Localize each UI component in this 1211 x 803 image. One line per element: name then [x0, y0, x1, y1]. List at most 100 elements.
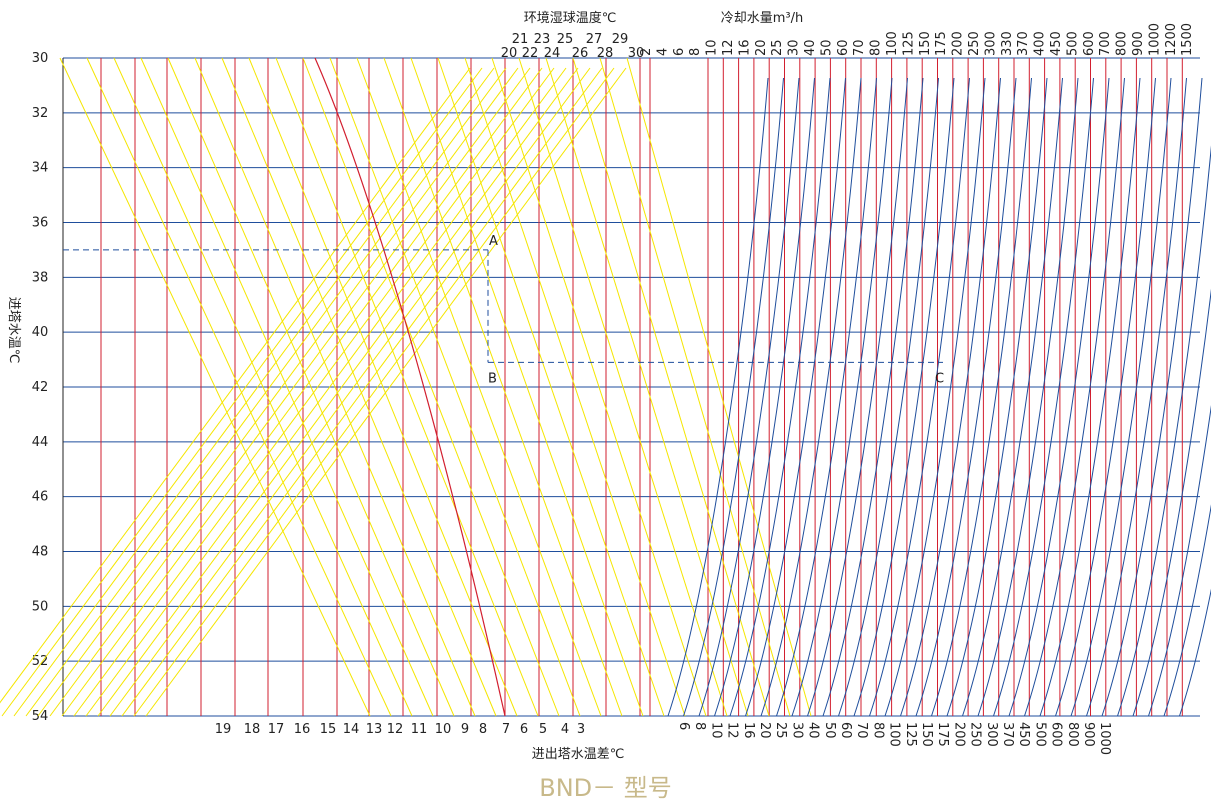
flow-curve: [808, 78, 908, 716]
flow-curve: [668, 78, 768, 716]
flow-curve: [1180, 78, 1211, 716]
flow-curve: [839, 78, 939, 716]
temp-diff-tick: 6: [520, 722, 528, 737]
flow-top-tick: 500: [1065, 31, 1080, 56]
flow-curve: [684, 78, 784, 716]
temp-diff-tick: 11: [411, 722, 428, 737]
flow-top-tick: 20: [754, 39, 769, 56]
point-label-b: B: [488, 371, 497, 386]
flow-top-tick: 40: [803, 39, 818, 56]
wet-bulb-tick: 27: [586, 32, 603, 47]
flow-top-tick: 900: [1131, 31, 1146, 56]
flow-curve: [932, 78, 1032, 716]
wet-bulb-line: [146, 68, 626, 716]
y-tick-label: 36: [32, 216, 49, 231]
flow-curve: [1164, 78, 1211, 716]
flow-bottom-tick: 300: [984, 722, 999, 747]
wet-bulb-line: [134, 68, 614, 716]
temp-diff-tick: 4: [561, 722, 569, 737]
flow-bottom-tick: 800: [1065, 722, 1080, 747]
wet-bulb-line: [62, 68, 542, 716]
temp-diff-tick: 7: [502, 722, 510, 737]
wet-bulb-line: [14, 68, 494, 716]
wet-bulb-line: [98, 68, 578, 716]
flow-bottom-tick: 10: [708, 722, 723, 739]
flow-bottom-tick: 250: [968, 722, 983, 747]
flow-top-tick: 10: [705, 39, 720, 56]
flow-curve: [870, 78, 970, 716]
flow-top-tick: 800: [1115, 31, 1130, 56]
flow-bottom-tick: 60: [838, 722, 853, 739]
flow-top-tick: 1000: [1147, 23, 1162, 56]
flow-bottom-tick: 40: [806, 722, 821, 739]
flow-top-tick: 300: [983, 31, 998, 56]
temp-diff-tick: 13: [366, 722, 383, 737]
flow-top-tick: 700: [1098, 31, 1113, 56]
wet-bulb-line: [86, 68, 566, 716]
temp-diff-tick: 16: [294, 722, 311, 737]
flow-bottom-tick: 30: [789, 722, 804, 739]
flow-top-tick: 60: [836, 39, 851, 56]
flow-bottom-tick: 12: [725, 722, 740, 739]
wet-bulb-tick: 26: [572, 46, 589, 61]
y-tick-label: 46: [32, 490, 49, 505]
flow-curve: [1133, 78, 1211, 716]
flow-top-tick: 450: [1049, 31, 1064, 56]
wet-bulb-tick: 28: [597, 46, 614, 61]
y-tick-label: 40: [32, 325, 49, 340]
flow-top-tick: 70: [852, 39, 867, 56]
flow-bottom-tick: 200: [951, 722, 966, 747]
y-tick-label: 42: [32, 380, 49, 395]
y-tick-label: 34: [32, 161, 49, 176]
flow-top-tick: 175: [934, 31, 949, 56]
flow-bottom-tick: 50: [822, 722, 837, 739]
flow-bottom-tick: 6: [676, 722, 691, 730]
x-axis-title: 进出塔水温差℃: [532, 747, 625, 762]
y-axis-title: 进塔水温℃: [6, 297, 21, 364]
flow-top-tick: 150: [918, 31, 933, 56]
y-tick-label: 54: [32, 709, 49, 724]
temp-diff-tick: 15: [320, 722, 337, 737]
flow-bottom-tick: 16: [741, 722, 756, 739]
flow-curve: [947, 78, 1047, 716]
flow-bottom-tick: 80: [870, 722, 885, 739]
flow-title: 冷却水量m³/h: [721, 11, 804, 26]
flow-top-tick: 8: [688, 48, 703, 56]
flow-bottom-tick: 175: [935, 722, 950, 747]
flow-curve: [916, 78, 1016, 716]
flow-bottom-tick: 150: [919, 722, 934, 747]
temp-diff-tick: 17: [268, 722, 285, 737]
temp-diff-tick: 3: [577, 722, 585, 737]
flow-curve: [978, 78, 1078, 716]
temp-diff-tick: 10: [435, 722, 452, 737]
flow-bottom-tick: 70: [854, 722, 869, 739]
flow-bottom-tick: 500: [1032, 722, 1047, 747]
temp-diff-tick: 9: [461, 722, 469, 737]
flow-curve: [901, 78, 1001, 716]
flow-top-tick: 100: [885, 31, 900, 56]
flow-bottom-tick: 1000: [1097, 722, 1112, 755]
flow-curve: [994, 78, 1094, 716]
flow-curve: [1025, 78, 1125, 716]
wet-bulb-line: [74, 68, 554, 716]
flow-bottom-tick: 600: [1049, 722, 1064, 747]
flow-bottom-tick: 450: [1016, 722, 1031, 747]
wet-bulb-tick: 24: [544, 46, 561, 61]
flow-top-tick: 400: [1033, 31, 1048, 56]
model-caption: BND－ 型号: [0, 768, 1211, 803]
wet-bulb-tick: 22: [522, 46, 539, 61]
flow-top-tick: 30: [787, 39, 802, 56]
wet-bulb-tick: 21: [512, 32, 529, 47]
flow-curve: [823, 78, 923, 716]
flow-top-tick: 330: [1000, 31, 1015, 56]
flow-bottom-tick: 100: [887, 722, 902, 747]
y-tick-label: 30: [32, 51, 49, 66]
wet-bulb-line: [2, 68, 482, 716]
wet-bulb-title: 环境湿球温度℃: [524, 10, 617, 26]
flow-curve: [963, 78, 1063, 716]
flow-top-tick: 12: [721, 39, 736, 56]
flow-top-tick: 6: [672, 48, 687, 56]
wet-bulb-tick: 25: [557, 32, 574, 47]
flow-top-tick: 125: [901, 31, 916, 56]
temp-diff-tick: 14: [343, 722, 360, 737]
